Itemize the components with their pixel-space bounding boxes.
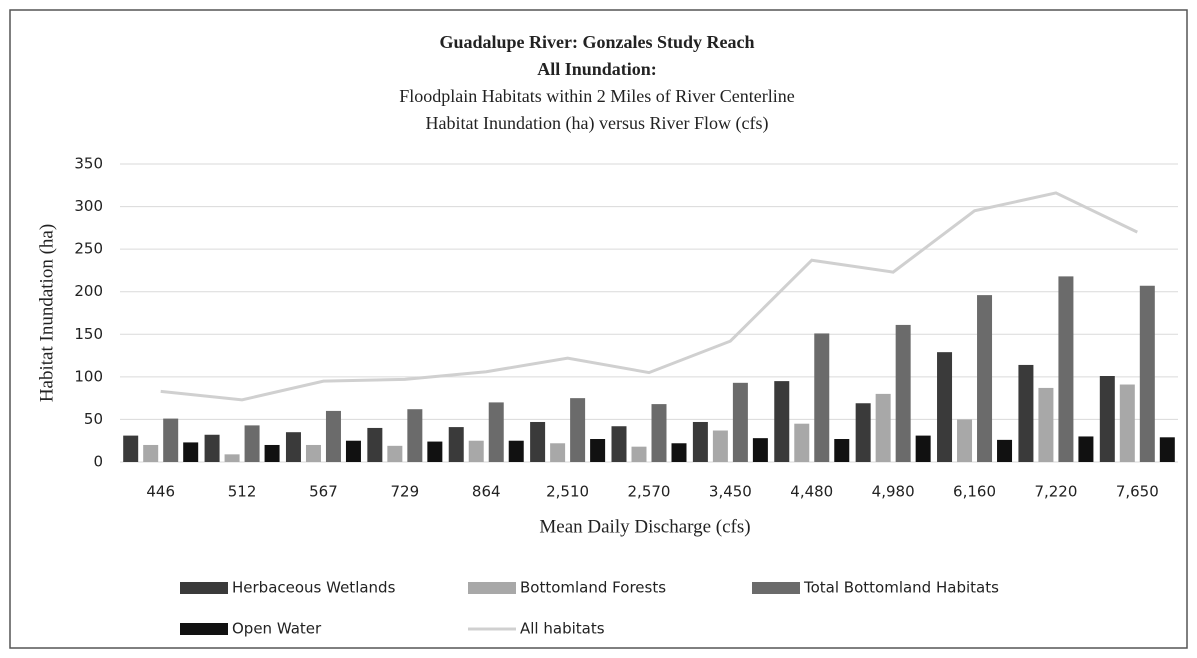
bar — [631, 446, 647, 462]
bar — [752, 438, 768, 462]
bar — [305, 444, 321, 462]
chart-subtitle: Floodplain Habitats within 2 Miles of Ri… — [399, 86, 794, 106]
legend-label: Total Bottomland Habitats — [803, 579, 999, 597]
bar — [915, 435, 931, 462]
bar — [855, 403, 871, 462]
bar — [834, 439, 850, 462]
bar — [957, 419, 973, 462]
x-tick-label: 4,980 — [872, 483, 915, 501]
x-tick-label: 2,570 — [628, 483, 671, 501]
x-tick-label: 2,510 — [546, 483, 589, 501]
bar — [671, 443, 687, 462]
chart-subtitle: Habitat Inundation (ha) versus River Flo… — [426, 113, 769, 134]
x-tick-label: 512 — [228, 483, 257, 501]
bar — [1139, 285, 1155, 462]
bar — [774, 381, 790, 462]
line — [160, 191, 1138, 402]
legend-label: Bottomland Forests — [520, 579, 666, 597]
y-tick-label: 150 — [74, 325, 103, 343]
bar — [224, 454, 240, 462]
bar — [794, 423, 810, 462]
bar — [1159, 437, 1175, 462]
x-tick-label: 4,480 — [790, 483, 833, 501]
bar — [692, 421, 708, 462]
bar — [875, 393, 891, 462]
bar — [143, 444, 159, 462]
x-tick-label: 567 — [309, 483, 338, 501]
bar — [448, 427, 464, 462]
legend-swatch — [752, 582, 800, 594]
x-tick-label: 729 — [391, 483, 420, 501]
bar — [550, 443, 566, 462]
legend-swatch — [180, 623, 228, 635]
bar — [387, 445, 403, 462]
bar — [997, 439, 1013, 462]
chart-title: All Inundation: — [537, 59, 657, 79]
bar — [590, 439, 606, 462]
y-axis-label: Habitat Inundation (ha) — [36, 224, 57, 402]
bar — [895, 324, 911, 462]
bar — [1078, 436, 1094, 462]
legend-swatch — [468, 582, 516, 594]
bar — [204, 434, 220, 462]
y-tick-label: 250 — [74, 240, 103, 258]
y-tick-label: 0 — [93, 453, 103, 471]
bar — [488, 402, 504, 462]
bar — [123, 435, 139, 462]
x-tick-label: 864 — [472, 483, 501, 501]
bar — [1038, 387, 1054, 462]
legend-label: Herbaceous Wetlands — [232, 579, 396, 597]
bar — [712, 430, 728, 462]
bar — [468, 440, 484, 462]
bar — [508, 440, 524, 462]
bar — [570, 398, 586, 462]
bar — [651, 404, 667, 462]
bar — [814, 333, 830, 462]
bar — [977, 295, 993, 462]
legend-label: Open Water — [232, 620, 322, 638]
bar — [427, 441, 443, 462]
legend-label: All habitats — [520, 620, 605, 638]
bar — [367, 427, 383, 462]
y-tick-label: 50 — [84, 410, 103, 428]
x-tick-label: 6,160 — [953, 483, 996, 501]
bar — [1018, 364, 1034, 462]
x-tick-label: 7,650 — [1116, 483, 1159, 501]
y-tick-label: 300 — [74, 197, 103, 215]
bar — [264, 444, 280, 462]
bar — [1119, 384, 1135, 462]
bar — [285, 432, 301, 462]
bar — [1058, 276, 1074, 462]
bar — [345, 440, 361, 462]
bar — [1099, 376, 1115, 462]
x-axis-label: Mean Daily Discharge (cfs) — [539, 516, 750, 537]
bar — [937, 352, 953, 462]
y-tick-label: 350 — [74, 155, 103, 173]
chart-title: Guadalupe River: Gonzales Study Reach — [439, 32, 754, 52]
legend-swatch — [180, 582, 228, 594]
bar — [611, 426, 627, 462]
y-tick-label: 200 — [74, 282, 103, 300]
bar — [732, 382, 748, 462]
bar — [244, 425, 260, 462]
bar — [530, 421, 546, 462]
x-tick-label: 446 — [146, 483, 175, 501]
bar — [163, 418, 179, 462]
x-tick-label: 3,450 — [709, 483, 752, 501]
x-tick-label: 7,220 — [1034, 483, 1077, 501]
bar — [407, 409, 423, 462]
bar — [183, 442, 199, 462]
bar — [325, 410, 341, 462]
y-tick-label: 100 — [74, 367, 103, 385]
